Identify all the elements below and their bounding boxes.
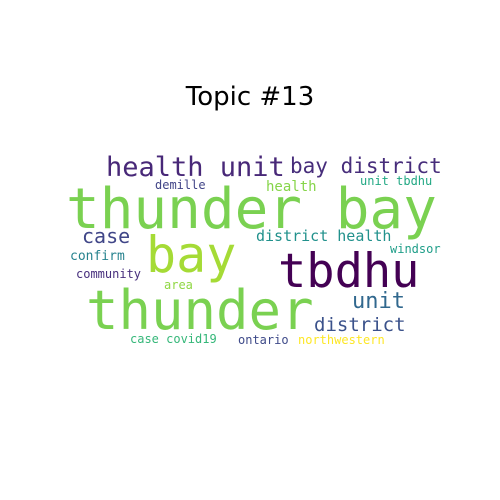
word-confirm: confirm bbox=[70, 249, 125, 264]
word-case-covid19: case covid19 bbox=[130, 332, 217, 346]
word-windsor: windsor bbox=[390, 242, 441, 256]
figure-title: Topic #13 bbox=[185, 82, 315, 112]
word-bay: bay bbox=[146, 226, 237, 284]
word-bay-district: bay district bbox=[290, 154, 442, 178]
word-demille: demille bbox=[155, 178, 206, 192]
word-ontario: ontario bbox=[238, 333, 289, 347]
word-northwestern: northwestern bbox=[298, 333, 385, 347]
word-thunder: thunder bbox=[86, 279, 314, 342]
word-tbdhu: tbdhu bbox=[278, 244, 420, 299]
word-health-unit: health unit bbox=[106, 152, 285, 183]
word-health: health bbox=[266, 179, 317, 195]
word-unit-tbdhu: unit tbdhu bbox=[360, 174, 433, 188]
word-thunder-bay: thunder bay bbox=[66, 177, 437, 242]
word-area: area bbox=[164, 278, 193, 292]
word-district-health: district health bbox=[256, 227, 392, 245]
word-unit: unit bbox=[352, 289, 405, 314]
word-community: community bbox=[76, 267, 142, 281]
word-case: case bbox=[82, 224, 131, 248]
word-cloud: thunder bay health unit bay district bay… bbox=[62, 150, 452, 350]
word-district: district bbox=[314, 314, 406, 336]
